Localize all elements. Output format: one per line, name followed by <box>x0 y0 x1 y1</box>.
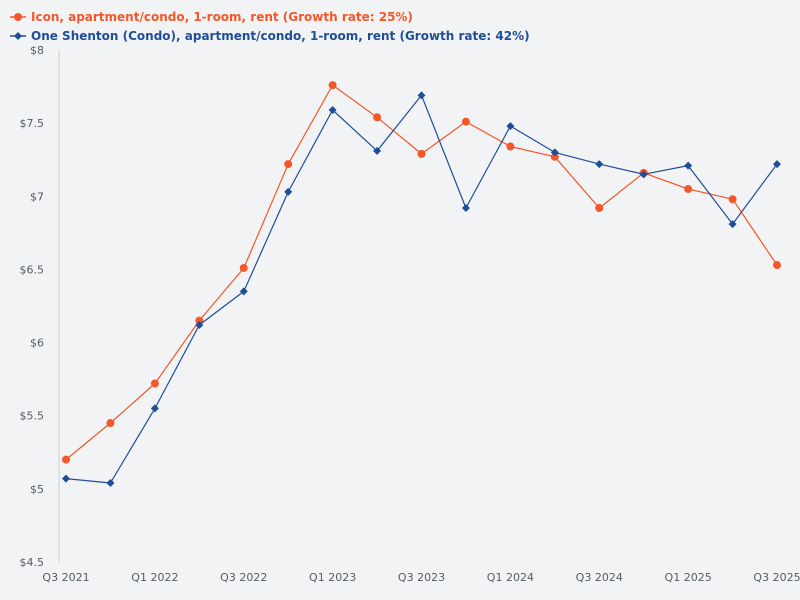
data-point-1-q2-2024 <box>550 148 559 157</box>
series-layer <box>62 81 781 488</box>
y-tick-label: $8 <box>30 44 44 57</box>
data-point-0-q1-2024 <box>506 142 515 151</box>
data-point-1-q3-2023 <box>417 91 426 100</box>
data-point-1-q3-2025 <box>773 160 781 169</box>
legend-label-icon: Icon, apartment/condo, 1-room, rent (Gro… <box>31 10 413 24</box>
axes: $4.5 $5 $5.5 $6 $6.5 $7 $7.5 $8 Q3 2021 Q1 2022 Q3… <box>20 44 800 584</box>
data-point-1-q1-2025 <box>684 161 693 170</box>
data-point-1-q1-2022 <box>150 404 159 413</box>
data-point-0-q3-2022 <box>239 263 248 272</box>
y-tick-label: $6.5 <box>20 263 45 276</box>
data-point-0-q2-2025 <box>728 195 737 204</box>
data-point-1-q1-2023 <box>328 105 337 114</box>
data-point-1-q4-2024 <box>639 170 648 179</box>
data-point-0-q4-2021 <box>106 419 115 428</box>
series-0 <box>62 81 781 464</box>
data-point-0-q3-2021 <box>62 455 70 464</box>
data-point-1-q2-2022 <box>195 321 204 330</box>
legend-circle-marker-icon <box>14 13 22 21</box>
data-point-1-q1-2024 <box>506 122 515 131</box>
x-tick-label: Q1 2022 <box>131 571 178 584</box>
data-point-1-q4-2023 <box>461 203 470 212</box>
x-tick-label: Q3 2022 <box>220 571 267 584</box>
data-point-0-q1-2022 <box>150 379 159 388</box>
x-tick-label: Q1 2024 <box>487 571 534 584</box>
data-point-1-q3-2021 <box>62 474 70 483</box>
legend-item-icon[interactable]: Icon, apartment/condo, 1-room, rent (Gro… <box>10 10 413 24</box>
data-point-1-q2-2025 <box>728 220 737 229</box>
x-tick-label: Q3 2025 <box>753 571 800 584</box>
series-1 <box>62 91 781 488</box>
data-point-0-q1-2025 <box>684 184 693 193</box>
data-point-0-q2-2024 <box>550 152 559 161</box>
data-point-0-q3-2023 <box>417 149 426 158</box>
data-point-0-q2-2022 <box>195 316 204 325</box>
x-tick-label: Q1 2023 <box>309 571 356 584</box>
y-tick-label: $6 <box>30 337 44 350</box>
data-point-1-q4-2022 <box>284 187 293 196</box>
data-point-0-q2-2023 <box>373 113 382 122</box>
y-tick-label: $4.5 <box>20 556 45 569</box>
x-tick-label: Q3 2021 <box>42 571 89 584</box>
legend: Icon, apartment/condo, 1-room, rent (Gro… <box>10 10 530 43</box>
y-tick-label: $5.5 <box>20 410 45 423</box>
x-tick-label: Q3 2023 <box>398 571 445 584</box>
legend-diamond-marker-icon <box>14 32 22 40</box>
y-tick-label: $5 <box>30 483 44 496</box>
y-tick-label: $7 <box>30 190 44 203</box>
x-tick-label: Q3 2024 <box>576 571 623 584</box>
data-point-0-q3-2025 <box>773 261 781 270</box>
data-point-0-q1-2023 <box>328 81 337 90</box>
x-tick-label: Q1 2025 <box>665 571 712 584</box>
data-point-1-q4-2021 <box>106 479 115 488</box>
data-point-1-q3-2022 <box>239 287 248 296</box>
series-line-0 <box>65 84 778 461</box>
data-point-0-q3-2024 <box>595 203 604 212</box>
data-point-1-q3-2024 <box>595 160 604 169</box>
data-point-0-q4-2023 <box>461 117 470 126</box>
legend-item-one-shenton[interactable]: One Shenton (Condo), apartment/condo, 1-… <box>10 29 530 43</box>
y-tick-label: $7.5 <box>20 117 45 130</box>
data-point-0-q4-2022 <box>284 160 293 169</box>
legend-label-one-shenton: One Shenton (Condo), apartment/condo, 1-… <box>31 29 530 43</box>
data-point-1-q2-2023 <box>373 146 382 155</box>
